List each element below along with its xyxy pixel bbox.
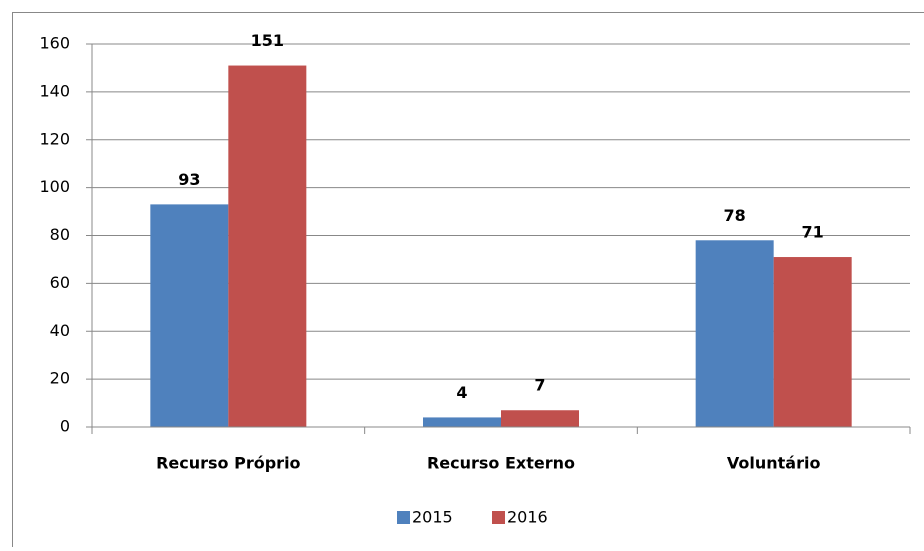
y-tick-label: 20 xyxy=(50,369,70,388)
y-tick-label: 160 xyxy=(39,34,70,53)
legend-swatch xyxy=(397,511,410,524)
y-tick-label: 80 xyxy=(50,225,70,244)
bar xyxy=(501,410,579,427)
legend-label: 2016 xyxy=(507,508,548,527)
y-tick-label: 100 xyxy=(39,177,70,196)
y-tick-label: 140 xyxy=(39,81,70,100)
y-tick-label: 40 xyxy=(50,321,70,340)
bar xyxy=(774,257,852,427)
bar xyxy=(423,417,501,427)
legend-label: 2015 xyxy=(412,508,453,527)
bar xyxy=(696,240,774,427)
y-tick-label: 60 xyxy=(50,273,70,292)
data-label: 93 xyxy=(178,170,200,189)
bar xyxy=(150,204,228,427)
data-label: 78 xyxy=(724,206,746,225)
x-tick-label: Recurso Próprio xyxy=(156,454,300,473)
y-tick-label: 0 xyxy=(60,417,70,436)
data-label: 7 xyxy=(534,376,545,395)
bar xyxy=(228,66,306,427)
x-tick-label: Voluntário xyxy=(727,454,821,473)
data-label: 4 xyxy=(456,383,467,402)
x-tick-label: Recurso Externo xyxy=(427,454,575,473)
data-label: 151 xyxy=(251,31,284,50)
y-tick-label: 120 xyxy=(39,129,70,148)
data-label: 71 xyxy=(802,223,824,242)
legend-swatch xyxy=(492,511,505,524)
